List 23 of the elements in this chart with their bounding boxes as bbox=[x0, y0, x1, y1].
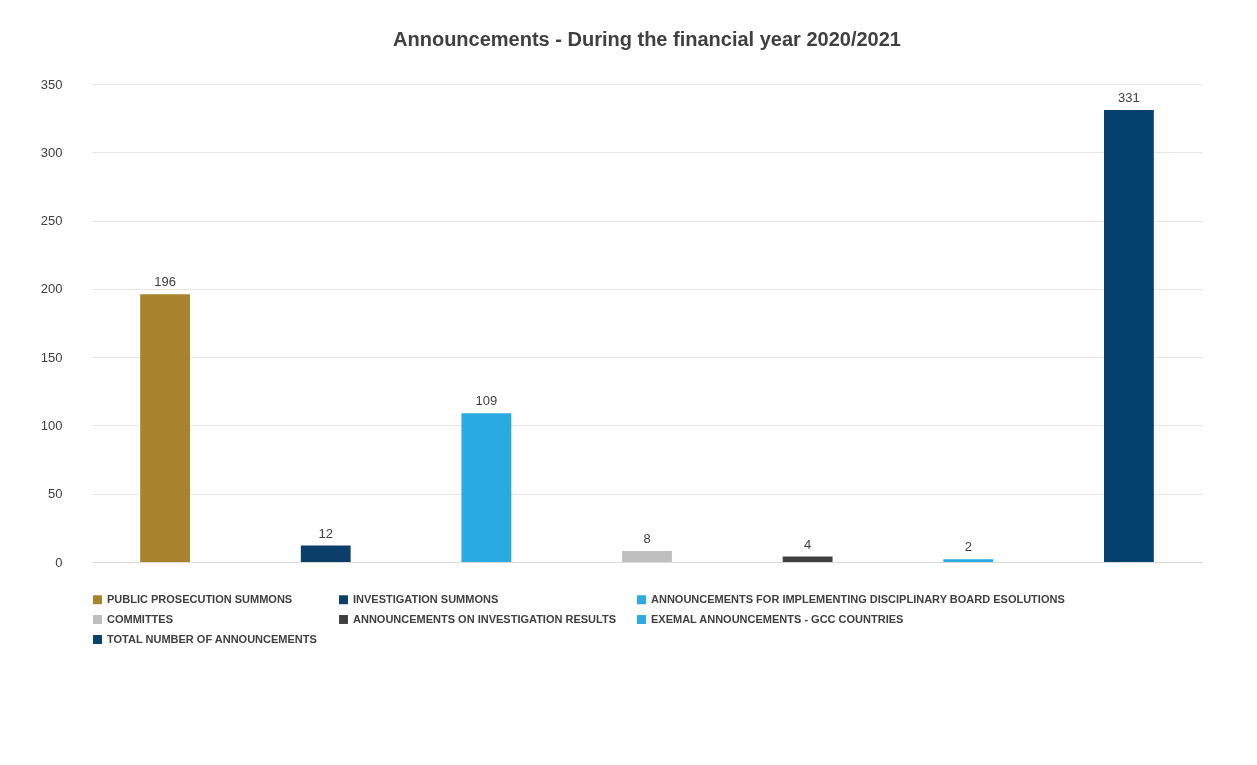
data-label: 2 bbox=[964, 539, 972, 555]
legend-label: ANNOUNCEMENTS ON INVESTIGATION RESULTS bbox=[353, 612, 616, 625]
y-tick-label: 200 bbox=[40, 281, 63, 297]
y-tick-label: 100 bbox=[40, 417, 63, 433]
data-label: 8 bbox=[643, 531, 651, 547]
legend-label: COMMITTES bbox=[107, 612, 173, 625]
legend-label: ANNOUNCEMENTS FOR IMPLEMENTING DISCIPLINARY BOARD ESOLUTIONS bbox=[651, 592, 1065, 605]
data-label: 331 bbox=[1118, 89, 1140, 105]
y-tick-label: 150 bbox=[40, 349, 63, 365]
chart-title: Announcements - During the financial year 2020/2021 bbox=[393, 28, 901, 50]
y-tick-label: 250 bbox=[40, 213, 63, 229]
y-tick-label: 50 bbox=[48, 486, 63, 502]
data-label: 196 bbox=[154, 274, 176, 290]
data-label: 4 bbox=[804, 536, 812, 552]
y-tick-label: 0 bbox=[55, 554, 63, 570]
data-label: 12 bbox=[318, 525, 333, 541]
y-tick-label: 300 bbox=[40, 144, 63, 160]
legend-label: TOTAL NUMBER OF ANNOUNCEMENTS bbox=[107, 632, 317, 645]
legend-label: PUBLIC PROSECUTION SUMMONS bbox=[107, 592, 293, 605]
y-tick-label: 350 bbox=[40, 76, 63, 92]
legend-label: INVESTIGATION SUMMONS bbox=[353, 592, 499, 605]
legend-label: EXEMAL ANNOUNCEMENTS - GCC COUNTRIES bbox=[651, 612, 904, 625]
data-label: 109 bbox=[475, 393, 498, 409]
